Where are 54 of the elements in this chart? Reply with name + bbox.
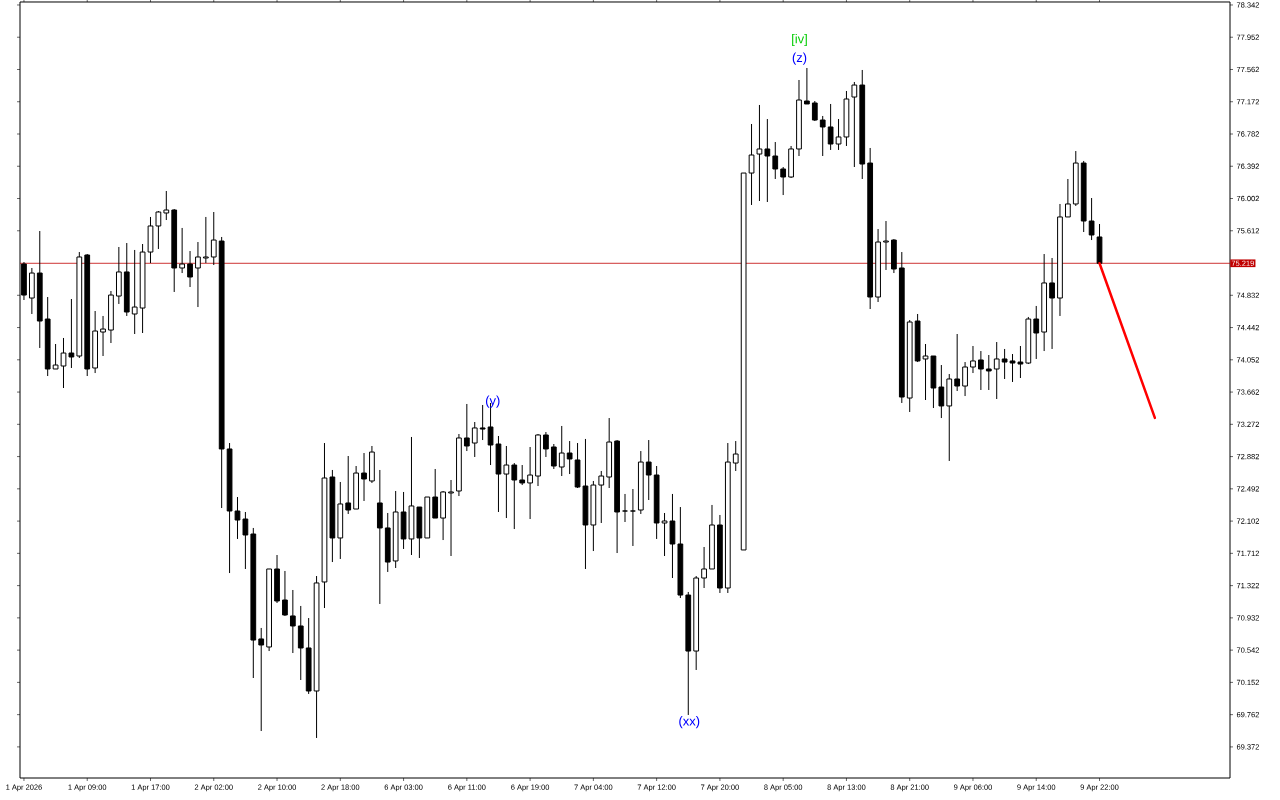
candlestick (527, 446, 533, 520)
candlestick (345, 455, 352, 515)
candlestick (131, 249, 138, 335)
candlestick (993, 341, 1000, 400)
candlestick (645, 439, 652, 501)
candlestick (258, 627, 265, 732)
candlestick (463, 403, 470, 452)
candlestick (772, 141, 779, 180)
candlestick (471, 421, 478, 458)
candlestick (851, 81, 858, 168)
candlestick (179, 227, 185, 274)
candlestick (558, 425, 565, 477)
candlestick (282, 570, 288, 617)
annotation: [iv] (792, 33, 807, 47)
candlestick (432, 468, 439, 519)
candlestick (598, 470, 605, 524)
candlestick (804, 67, 810, 105)
candlestick (1088, 197, 1095, 241)
candlestick (819, 115, 826, 157)
candlestick (519, 464, 526, 486)
candlestick (550, 443, 557, 470)
candlestick (938, 364, 945, 419)
candlestick (100, 315, 106, 357)
candlestick (827, 103, 834, 151)
candlestick (202, 216, 209, 264)
candlestick (479, 404, 486, 441)
candlestick (780, 166, 787, 196)
candlestick (883, 220, 889, 271)
candlestick (970, 345, 976, 374)
candlestick (978, 350, 984, 391)
candlestick (511, 462, 518, 530)
candlestick (764, 118, 771, 203)
annotation: (z) (792, 52, 807, 65)
annotation: (y) (486, 395, 500, 408)
candlestick (1065, 178, 1071, 218)
candlestick (732, 440, 739, 472)
candlestick (954, 333, 961, 392)
candlestick (1033, 305, 1040, 360)
candlestick (210, 211, 217, 266)
candlestick (195, 241, 201, 308)
candlestick (566, 440, 573, 475)
candlestick (962, 361, 968, 397)
candlestick (985, 354, 992, 391)
candlestick (1049, 257, 1055, 350)
candlestick (289, 589, 296, 654)
candlestick (543, 431, 549, 458)
annotation: (xx) (679, 716, 700, 729)
candlestick (297, 605, 304, 681)
candlestick (701, 546, 707, 589)
candlestick (187, 250, 193, 288)
candlestick (361, 452, 367, 502)
candlestick (163, 190, 170, 221)
candlestick (503, 445, 510, 519)
candlestick (448, 479, 454, 557)
